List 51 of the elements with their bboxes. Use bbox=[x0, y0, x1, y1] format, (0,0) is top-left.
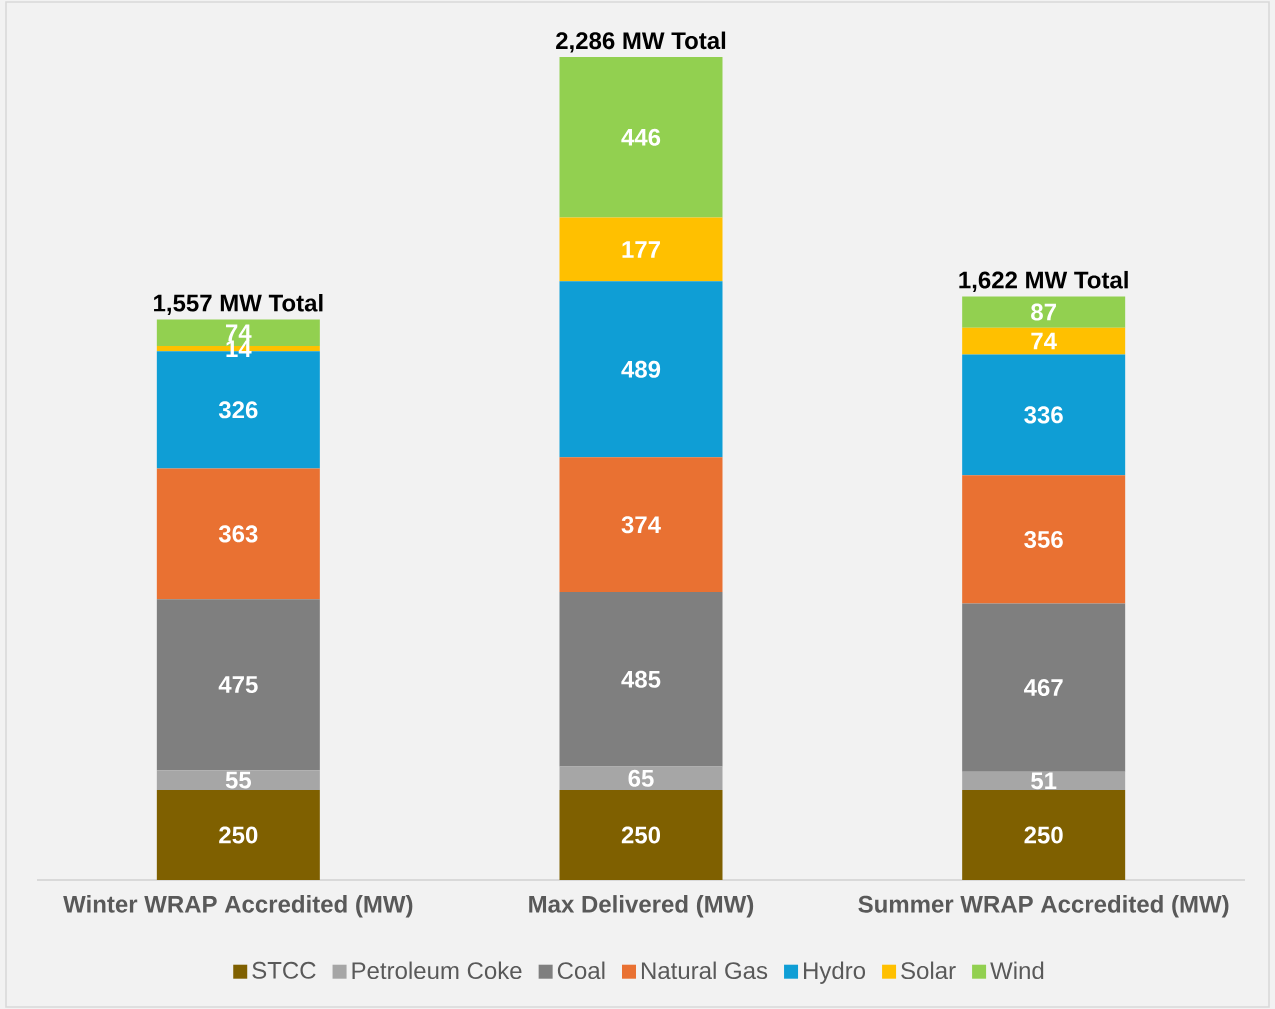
data-label: 177 bbox=[622, 241, 660, 258]
x-tick-label: Max Delivered (MW) bbox=[529, 895, 754, 918]
bar bbox=[559, 281, 723, 458]
bar bbox=[559, 217, 723, 282]
data-label: 446 bbox=[621, 128, 661, 146]
data-label: 51 bbox=[1031, 772, 1057, 790]
data-label: 74 bbox=[1031, 332, 1057, 350]
data-label: 250 bbox=[1024, 826, 1063, 844]
bar bbox=[962, 354, 1126, 476]
data-label: 250 bbox=[621, 826, 661, 844]
legend-label: Hydro bbox=[804, 961, 866, 984]
x-tick-label: Summer WRAP Accredited (MW) bbox=[858, 895, 1229, 918]
bar bbox=[559, 57, 723, 218]
x-tick-label: Winter WRAP Accredited (MW) bbox=[63, 895, 413, 918]
legend-label: Natural Gas bbox=[641, 961, 768, 980]
bar bbox=[559, 457, 723, 592]
bar bbox=[156, 770, 320, 790]
total-label: 1,622 MW Total bbox=[959, 270, 1128, 293]
bar bbox=[559, 790, 723, 880]
bar bbox=[962, 296, 1126, 328]
data-label: 485 bbox=[621, 670, 661, 688]
data-label: 356 bbox=[1024, 530, 1063, 548]
bar bbox=[559, 766, 723, 790]
bar bbox=[156, 599, 320, 771]
legend-label: Petroleum Coke bbox=[352, 961, 522, 980]
bar bbox=[962, 475, 1126, 604]
bar bbox=[559, 592, 723, 767]
bar bbox=[156, 790, 320, 880]
bar bbox=[156, 468, 320, 600]
legend-label: Wind bbox=[990, 961, 1044, 980]
data-label: 250 bbox=[219, 826, 258, 844]
bar bbox=[962, 603, 1126, 772]
data-label: 55 bbox=[225, 771, 251, 789]
total-label: 2,286 MW Total bbox=[556, 31, 726, 53]
bar bbox=[962, 771, 1126, 790]
data-label: 489 bbox=[621, 360, 661, 378]
legend-label: Solar bbox=[901, 961, 956, 980]
legend-label: STCC bbox=[252, 961, 316, 979]
data-label: 336 bbox=[1024, 406, 1063, 424]
data-label: 326 bbox=[218, 401, 258, 419]
data-label: 374 bbox=[621, 516, 661, 534]
data-label: 363 bbox=[218, 525, 258, 543]
bar bbox=[962, 790, 1126, 880]
data-label: 74 bbox=[226, 324, 252, 342]
data-label: 467 bbox=[1024, 679, 1063, 697]
data-label: 65 bbox=[628, 769, 654, 787]
total-label: 1,557 MW Total bbox=[154, 293, 323, 316]
bar bbox=[962, 327, 1126, 355]
data-label: 87 bbox=[1031, 303, 1056, 321]
legend-label: Coal bbox=[557, 961, 605, 980]
data-label: 475 bbox=[218, 676, 258, 694]
